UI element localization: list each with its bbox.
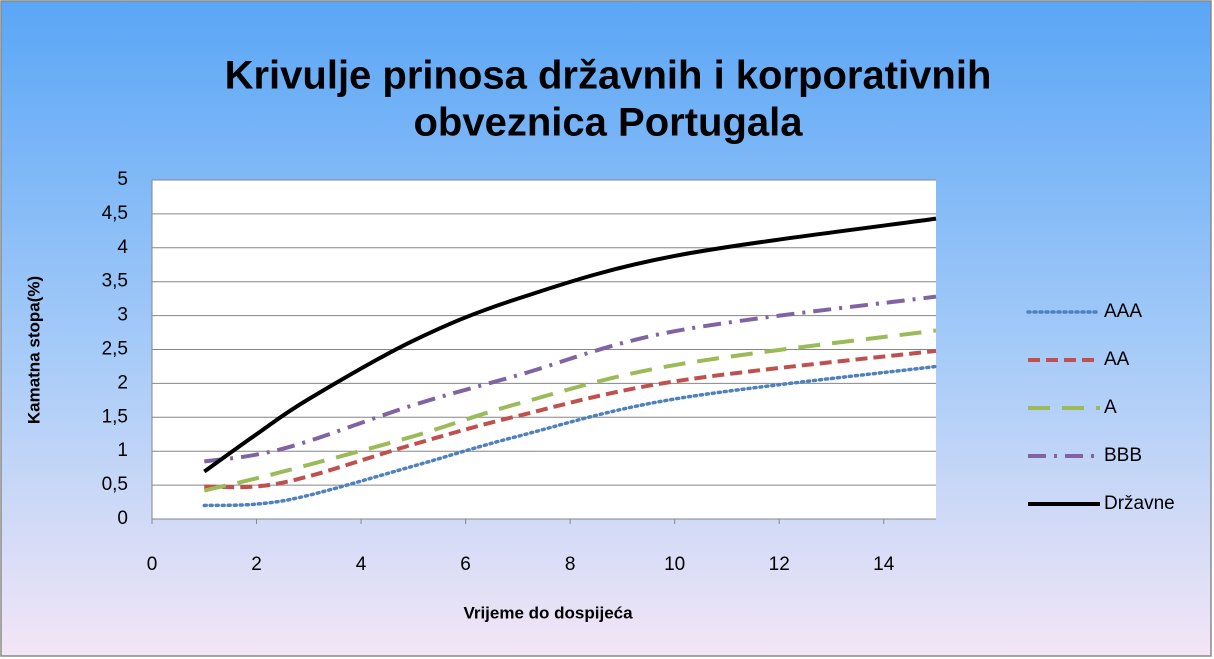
series-line	[204, 348, 937, 490]
legend-label: Državne	[1104, 493, 1175, 514]
y-tick-label: 0,5	[102, 474, 128, 495]
y-tick-label: 3,5	[102, 271, 128, 292]
y-tick-label: 1	[117, 440, 128, 461]
chart-title: obveznica Portugala	[414, 101, 804, 145]
y-tick-label: 3	[117, 305, 128, 326]
y-tick-label: 2,5	[102, 339, 128, 360]
series-line	[204, 294, 937, 464]
legend-label: AAA	[1104, 301, 1142, 322]
x-tick-label: 12	[769, 554, 790, 575]
x-tick-label: 4	[356, 554, 367, 575]
y-tick-label: 0	[117, 508, 128, 529]
series-line	[203, 328, 937, 493]
chart-title: Krivulje prinosa državnih i korporativni…	[225, 54, 992, 98]
series-line	[203, 216, 937, 474]
x-tick-label: 2	[251, 554, 262, 575]
x-tick-label: 6	[460, 554, 471, 575]
y-tick-label: 4	[117, 237, 128, 258]
y-axis-label: Kamatna stopa(%)	[24, 276, 43, 424]
x-axis-label: Vrijeme do dospijeća	[463, 603, 633, 622]
legend-label: BBB	[1104, 445, 1142, 466]
y-tick-label: 2	[117, 372, 128, 393]
x-tick-label: 0	[147, 554, 158, 575]
legend-label: A	[1104, 397, 1117, 418]
legend-label: AA	[1104, 349, 1130, 370]
y-tick-label: 5	[117, 169, 128, 190]
y-tick-label: 1,5	[102, 406, 128, 427]
x-tick-label: 14	[873, 554, 895, 575]
series-line	[202, 364, 938, 508]
x-tick-label: 10	[664, 554, 685, 575]
y-tick-label: 4,5	[102, 203, 128, 224]
x-tick-label: 8	[565, 554, 576, 575]
